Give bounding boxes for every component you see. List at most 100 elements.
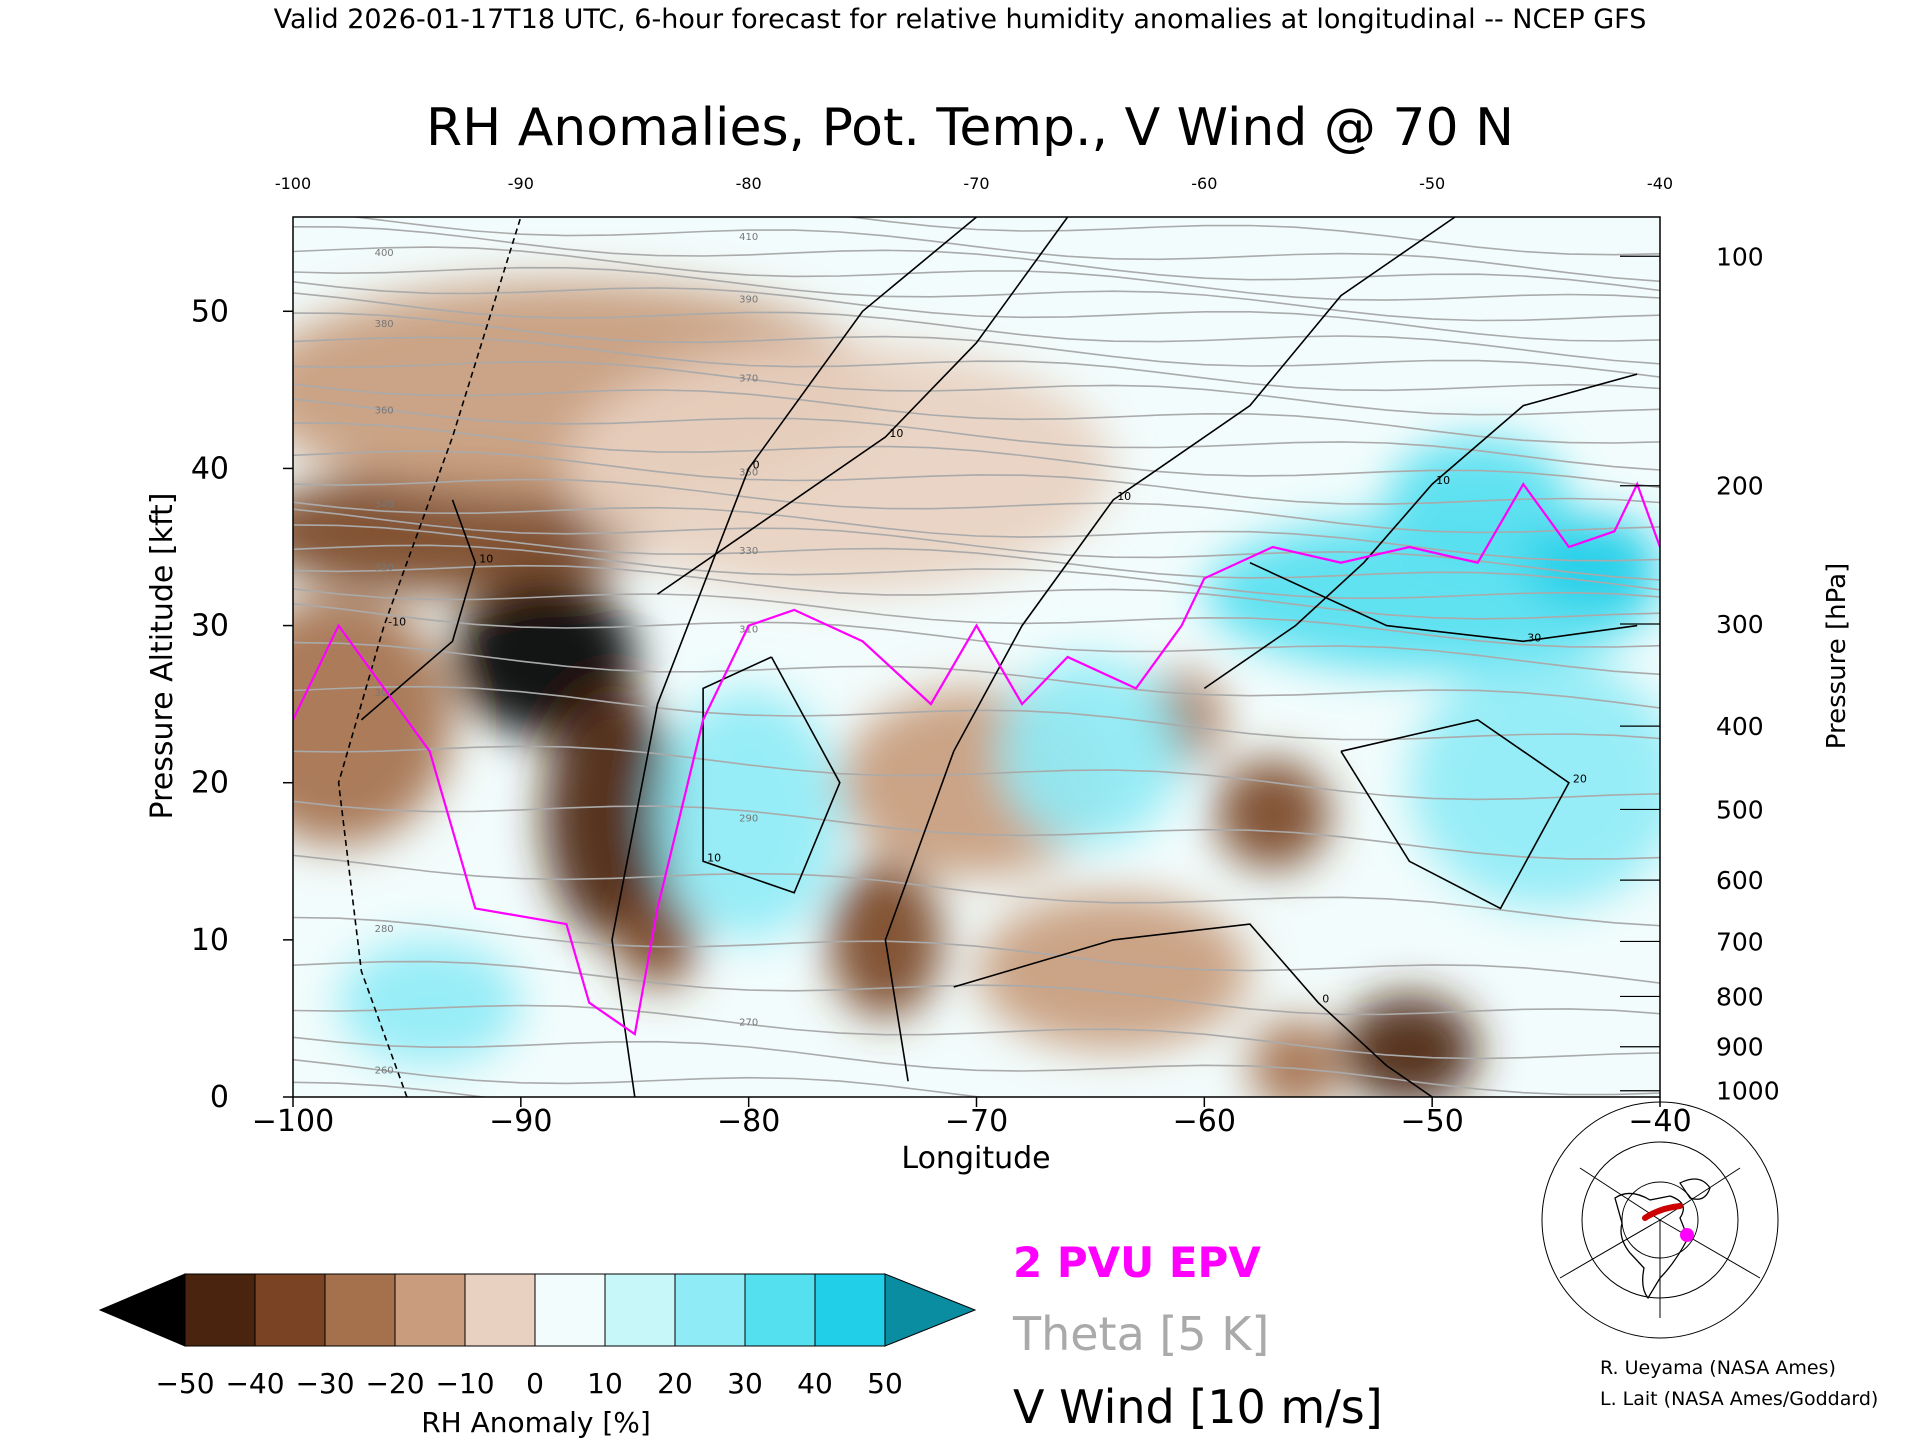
v-wind-label: 10 — [1436, 474, 1450, 487]
epv-contour — [293, 481, 1660, 1036]
rh-blob — [1215, 759, 1330, 870]
x-top-tick-label: -70 — [963, 174, 989, 193]
credit-line-1: R. Ueyama (NASA Ames) — [1600, 1357, 1836, 1379]
header-text: Valid 2026-01-17T18 UTC, 6-hour forecast… — [274, 4, 1647, 35]
theta-label: 390 — [739, 295, 758, 306]
colorbar-cell — [604, 1273, 676, 1347]
v-wind-contour — [1249, 561, 1638, 643]
theta-contour — [293, 960, 1660, 1016]
theta-contour — [293, 544, 1660, 600]
y-axis-left: 0 10 20 30 40 50 — [191, 294, 293, 1115]
theta-label: 300 — [375, 688, 394, 699]
epv-2pvu-contour — [293, 481, 1660, 1036]
colorbar-arrow-high — [884, 1273, 977, 1347]
colorbar-tick-label: 30 — [727, 1367, 763, 1400]
v-wind-contour — [611, 217, 978, 1097]
theta-contour — [293, 266, 1660, 322]
theta-contours: 2602702802903003103203303403503603703803… — [293, 217, 1660, 1097]
theta-label: 290 — [739, 813, 758, 824]
theta-contour — [293, 800, 1660, 860]
v-wind-contour — [702, 656, 841, 894]
pressure-tick-label: 300 — [1716, 610, 1764, 639]
theta-contour — [293, 916, 1660, 984]
colorbar-tick-label: −30 — [295, 1367, 354, 1400]
rh-blob — [976, 892, 1250, 1050]
y-tick-label: 10 — [191, 923, 229, 958]
colorbar-tick-label: −10 — [435, 1367, 494, 1400]
theta-contour — [293, 524, 1660, 591]
x-tick-label: −90 — [489, 1104, 552, 1139]
theta-label: 350 — [739, 468, 758, 479]
theta-contour — [293, 854, 1660, 927]
theta-contour — [293, 745, 1660, 801]
colorbar-tick-label: 40 — [797, 1367, 833, 1400]
pressure-tick-label: 800 — [1716, 982, 1764, 1011]
plot-area: 2602702802903003103203303403503603703803… — [293, 217, 1660, 1097]
theta-contour — [293, 383, 1660, 444]
pressure-tick-label: 900 — [1716, 1033, 1764, 1062]
v-wind-contour — [337, 217, 522, 1097]
v-wind-label: 10 — [479, 553, 493, 566]
v-wind-label: 10 — [707, 851, 721, 864]
colorbar-tick-label: −50 — [155, 1367, 214, 1400]
theta-contour — [845, 217, 1660, 256]
colorbar-cell — [464, 1273, 536, 1347]
theta-contour — [293, 1004, 1660, 1060]
colorbar-cell — [184, 1273, 256, 1347]
v-wind-contour — [953, 923, 1433, 1097]
pressure-tick-label: 100 — [1716, 242, 1764, 271]
theta-contour — [293, 398, 1660, 471]
y-tick-label: 30 — [191, 609, 229, 644]
theta-label: 330 — [739, 546, 758, 557]
x-top-tick-label: -50 — [1419, 174, 1445, 193]
y-axis-label-left: Pressure Altitude [kft] — [145, 493, 180, 820]
legend-theta: Theta [5 K] — [1012, 1307, 1269, 1361]
theta-label: 400 — [375, 248, 394, 259]
x-top-tick-label: -40 — [1647, 174, 1673, 193]
theta-label: 260 — [375, 1065, 394, 1076]
theta-contour — [293, 226, 1660, 292]
v-wind-label: 0 — [753, 458, 760, 471]
credit-line-2: L. Lait (NASA Ames/Goddard) — [1600, 1388, 1878, 1410]
colorbar-tick-label: 20 — [657, 1367, 693, 1400]
rh-blob — [338, 939, 521, 1066]
chart-title: RH Anomalies, Pot. Temp., V Wind @ 70 N — [426, 98, 1514, 158]
colorbar-cell — [394, 1273, 466, 1347]
pressure-tick-label: 700 — [1716, 927, 1764, 956]
y-tick-label: 40 — [191, 451, 229, 486]
theta-contour — [293, 450, 1660, 505]
theta-contour — [293, 478, 1660, 534]
theta-label: 270 — [739, 1018, 758, 1029]
v-wind-contour — [360, 499, 477, 721]
rh-blob — [1523, 515, 1660, 610]
x-axis-label: Longitude — [901, 1141, 1050, 1176]
legend-epv: 2 PVU EPV — [1013, 1238, 1261, 1287]
rh-blob — [1090, 217, 1547, 406]
v-wind-label: -10 — [388, 616, 406, 629]
x-axis-bottom: −100 −90 −80 −70 −60 −50 −40 — [252, 1097, 1692, 1139]
x-tick-label: −80 — [717, 1104, 780, 1139]
v-wind-contours: 0 10 -10 10 10 0 10 20 30 10 — [337, 217, 1638, 1097]
colorbar-tick-label: −40 — [225, 1367, 284, 1400]
v-wind-label: 0 — [1322, 993, 1329, 1006]
colorbar-cell — [534, 1273, 606, 1347]
x-top-tick-label: -100 — [275, 174, 311, 193]
x-tick-label: −100 — [252, 1104, 334, 1139]
y-axis-label-right: Pressure [hPa] — [1822, 563, 1852, 750]
rh-blob — [1409, 657, 1660, 909]
theta-label: 310 — [739, 625, 758, 636]
v-wind-contour — [1203, 373, 1638, 690]
y-tick-label: 0 — [210, 1080, 229, 1115]
legend-vwind: V Wind [10 m/s] — [1013, 1380, 1383, 1434]
theta-contour — [293, 602, 1660, 676]
y-axis-right: 100 200 300 400 500 600 700 800 900 1000 — [1620, 242, 1780, 1106]
colorbar-cell — [814, 1273, 886, 1347]
colorbar-label: RH Anomaly [%] — [421, 1406, 651, 1439]
theta-label: 380 — [375, 319, 394, 330]
theta-contour — [293, 281, 1660, 342]
theta-contour — [293, 501, 1660, 562]
x-tick-label: −40 — [1628, 1104, 1691, 1139]
theta-label: 410 — [739, 232, 758, 243]
colorbar-cell — [324, 1273, 396, 1347]
rh-blob — [1341, 994, 1478, 1097]
